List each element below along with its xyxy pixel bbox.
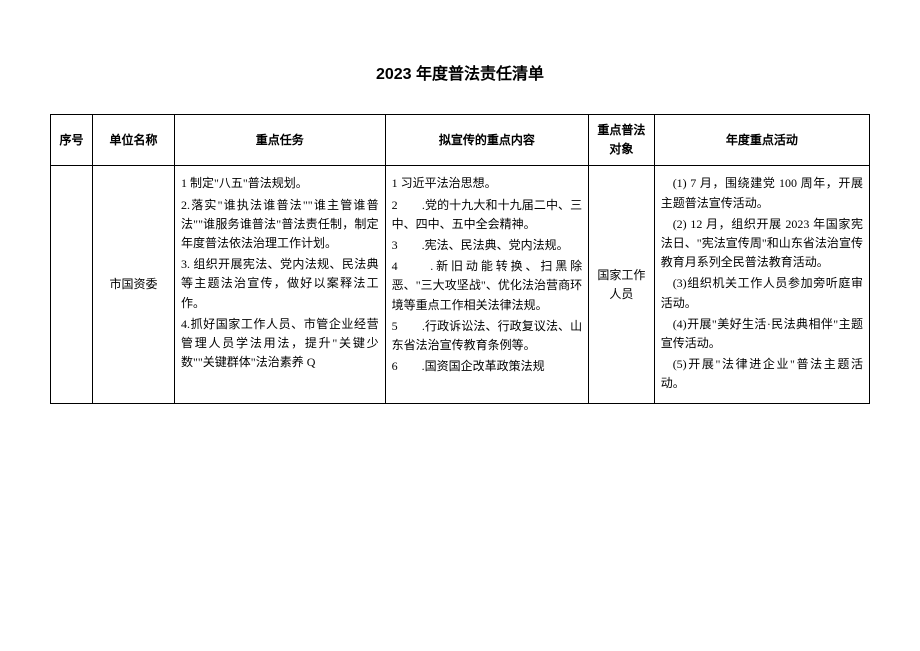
header-unit: 单位名称: [93, 115, 175, 166]
cell-target: 国家工作人员: [589, 166, 655, 404]
header-target: 重点普法对象: [589, 115, 655, 166]
activity-item: (5)开展"法律进企业"普法主题活动。: [661, 355, 863, 393]
cell-activities: (1) 7 月，围绕建党 100 周年，开展主题普法宣传活动。 (2) 12 月…: [654, 166, 869, 404]
header-task: 重点任务: [175, 115, 386, 166]
content-item: 1 习近平法治思想。: [392, 174, 583, 193]
cell-unit: 市国资委: [93, 166, 175, 404]
activity-item: (4)开展"美好生活·民法典相伴"主题宣传活动。: [661, 315, 863, 353]
table-header-row: 序号 单位名称 重点任务 拟宣传的重点内容 重点普法对象 年度重点活动: [51, 115, 870, 166]
content-item: 5 .行政诉讼法、行政复议法、山东省法治宣传教育条例等。: [392, 317, 583, 355]
cell-seq: [51, 166, 93, 404]
cell-contents: 1 习近平法治思想。 2 .党的十九大和十九届二中、三中、四中、五中全会精神。 …: [385, 166, 589, 404]
task-item: 1 制定"八五"普法规划。: [181, 174, 379, 193]
header-activity: 年度重点活动: [654, 115, 869, 166]
task-item: 4.抓好国家工作人员、市管企业经营管理人员学法用法，提升"关键少数""关键群体"…: [181, 315, 379, 373]
responsibility-table: 序号 单位名称 重点任务 拟宣传的重点内容 重点普法对象 年度重点活动 市国资委…: [50, 114, 870, 404]
header-content: 拟宣传的重点内容: [385, 115, 589, 166]
content-item: 4 .新旧动能转换、扫黑除恶、"三大攻坚战"、优化法治营商环境等重点工作相关法律…: [392, 257, 583, 315]
task-item: 3. 组织开展宪法、党内法规、民法典等主题法治宣传，做好以案释法工作。: [181, 255, 379, 313]
header-seq: 序号: [51, 115, 93, 166]
activity-item: (2) 12 月，组织开展 2023 年国家宪法日、"宪法宣传周"和山东省法治宣…: [661, 215, 863, 273]
content-item: 6 .国资国企改革政策法规: [392, 357, 583, 376]
cell-tasks: 1 制定"八五"普法规划。 2.落实"谁执法谁普法""谁主管谁普法""谁服务谁普…: [175, 166, 386, 404]
page-title: 2023 年度普法责任清单: [50, 60, 870, 84]
activity-item: (3)组织机关工作人员参加旁听庭审活动。: [661, 274, 863, 312]
task-item: 2.落实"谁执法谁普法""谁主管谁普法""谁服务谁普法"普法责任制，制定年度普法…: [181, 196, 379, 254]
content-item: 2 .党的十九大和十九届二中、三中、四中、五中全会精神。: [392, 196, 583, 234]
activity-item: (1) 7 月，围绕建党 100 周年，开展主题普法宣传活动。: [661, 174, 863, 212]
content-item: 3 .宪法、民法典、党内法规。: [392, 236, 583, 255]
table-row: 市国资委 1 制定"八五"普法规划。 2.落实"谁执法谁普法""谁主管谁普法""…: [51, 166, 870, 404]
